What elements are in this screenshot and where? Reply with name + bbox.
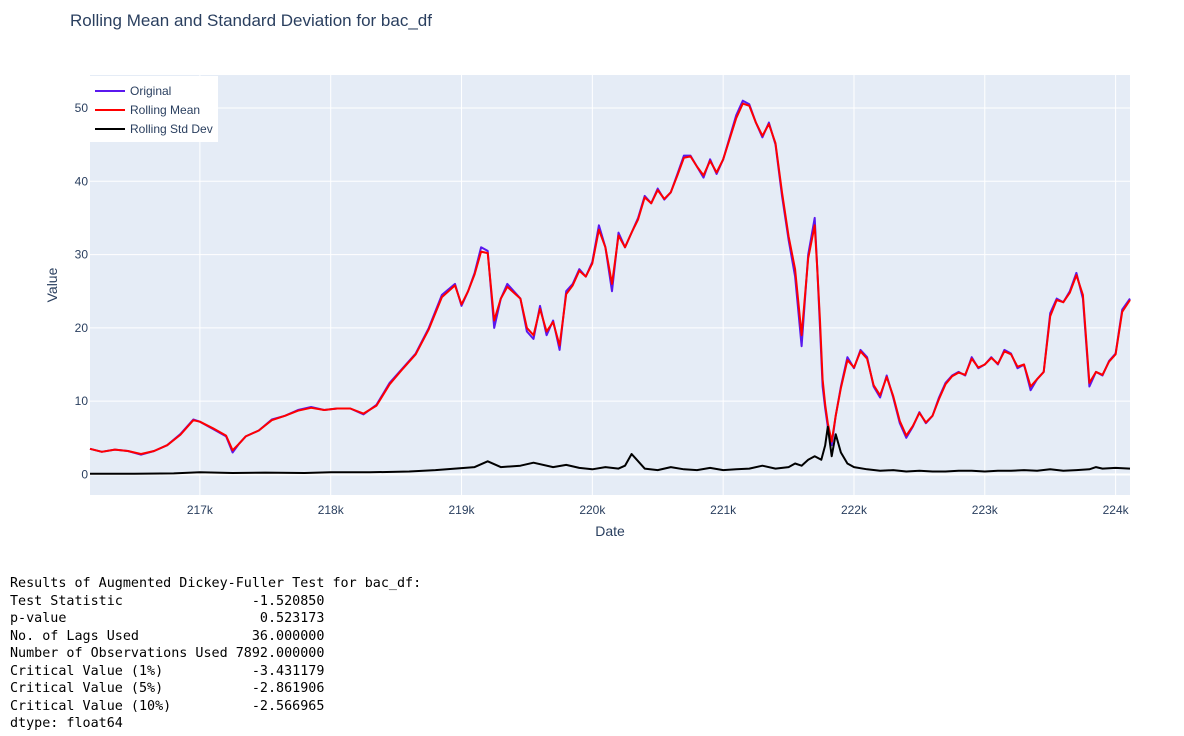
x-tick-labels: 217k 218k 219k 220k 221k 222k 223k 224k [187, 503, 1130, 517]
adf-results: Results of Augmented Dickey-Fuller Test … [10, 575, 421, 733]
y-tick-label: 10 [75, 394, 89, 408]
x-tick-label: 224k [1103, 503, 1130, 517]
y-tick-labels: 0 10 20 30 40 50 [75, 101, 89, 481]
x-tick-label: 223k [972, 503, 999, 517]
adf-row: Critical Value (1%) -3.431179 [10, 663, 325, 679]
adf-table: Test Statistic -1.520850 p-value 0.523173… [10, 593, 421, 716]
y-tick-label: 0 [81, 467, 88, 481]
y-tick-label: 20 [75, 321, 89, 335]
adf-row: Critical Value (5%) -2.861906 [10, 681, 325, 696]
legend-item-label[interactable]: Original [130, 84, 171, 98]
chart: Rolling Mean and Standard Deviation for … [44, 11, 1131, 539]
y-tick-label: 30 [75, 248, 89, 262]
y-axis-title: Value [44, 267, 60, 302]
adf-row: Critical Value (10%) -2.566965 [10, 698, 325, 714]
x-tick-label: 220k [579, 503, 606, 517]
adf-row: Number of Observations Used 7892.000000 [10, 646, 325, 661]
gridlines [90, 75, 1130, 495]
adf-row: Test Statistic -1.520850 [10, 593, 325, 609]
series-line-rolling-std-dev [90, 425, 1131, 475]
series-line-rolling-mean [89, 102, 1131, 455]
legend-item-label[interactable]: Rolling Mean [130, 103, 200, 117]
adf-row: No. of Lags Used 36.000000 [10, 628, 325, 644]
legend-item-label[interactable]: Rolling Std Dev [130, 122, 213, 136]
y-tick-label: 50 [75, 101, 89, 115]
chart-title: Rolling Mean and Standard Deviation for … [70, 11, 432, 30]
plot-area[interactable] [90, 75, 1130, 495]
series-lines [89, 99, 1131, 475]
x-tick-label: 221k [710, 503, 737, 517]
y-tick-label: 40 [75, 174, 89, 188]
x-tick-label: 217k [187, 503, 214, 517]
adf-row: p-value 0.523173 [10, 611, 325, 626]
x-tick-label: 218k [318, 503, 345, 517]
x-tick-label: 219k [449, 503, 476, 517]
legend[interactable]: Original Rolling Mean Rolling Std Dev [90, 76, 218, 142]
adf-heading: Results of Augmented Dickey-Fuller Test … [10, 576, 422, 591]
x-axis-title: Date [595, 523, 625, 539]
adf-dtype: dtype: float64 [10, 716, 123, 731]
x-tick-label: 222k [841, 503, 868, 517]
